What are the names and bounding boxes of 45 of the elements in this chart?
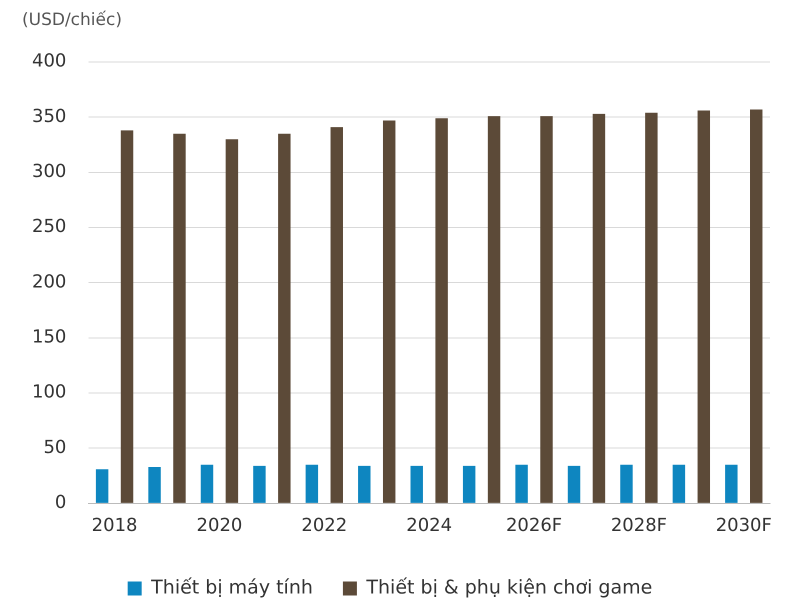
y-tick-label: 200 [32, 271, 66, 292]
legend-label: Thiết bị & phụ kiện chơi game [365, 576, 652, 598]
y-tick-label: 150 [32, 326, 66, 348]
x-tick-label: 2018 [92, 514, 138, 536]
y-tick-label: 250 [32, 216, 66, 238]
bar [306, 464, 318, 503]
bar [96, 469, 108, 503]
legend-label: Thiết bị máy tính [150, 576, 313, 598]
y-tick-label: 100 [32, 382, 66, 403]
bar [750, 109, 762, 503]
bar [568, 466, 580, 503]
bar [120, 130, 134, 503]
x-tick-label: 2024 [406, 514, 452, 536]
y-tick-label: 300 [32, 161, 66, 182]
bar [435, 118, 448, 503]
bar [488, 116, 500, 503]
bar [358, 466, 371, 503]
x-tick-label: 2022 [301, 514, 348, 536]
x-tick-label: 2030F [716, 514, 772, 536]
bar [620, 464, 633, 503]
bar [226, 139, 238, 503]
bar [540, 116, 553, 503]
bar [253, 466, 266, 503]
bar [173, 134, 186, 503]
y-tick-label: 350 [32, 106, 66, 127]
x-tick-label: 2026F [506, 514, 562, 536]
bar [462, 466, 476, 503]
x-tick-label: 2028F [610, 514, 667, 536]
bar [698, 110, 710, 503]
bar [200, 464, 214, 503]
y-tick-label: 400 [32, 50, 66, 72]
bar [645, 112, 658, 503]
bar [410, 466, 423, 503]
bar [330, 127, 343, 503]
bar [592, 114, 606, 503]
bar [278, 134, 291, 503]
bar [515, 464, 528, 503]
y-tick-label: 0 [54, 492, 66, 514]
y-tick-label: 50 [43, 436, 66, 458]
bar [672, 464, 686, 503]
bar [382, 120, 396, 503]
x-tick-label: 2020 [196, 514, 242, 536]
y-axis-title: (USD/chiếc) [22, 10, 122, 30]
bar [148, 466, 161, 503]
bar [725, 464, 738, 503]
